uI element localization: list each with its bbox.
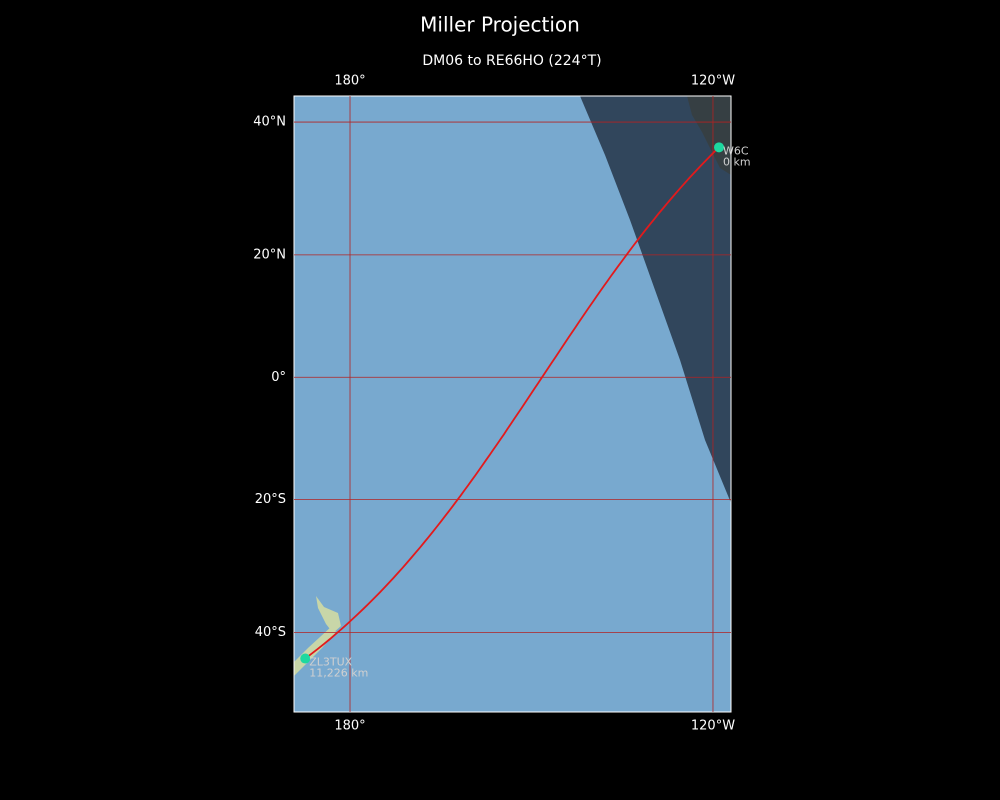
map-frame <box>293 95 732 713</box>
lon-tick-label: 180° <box>334 719 365 734</box>
map-subtitle: DM06 to RE66HO (224°T) <box>422 53 601 69</box>
lon-tick-label: 180° <box>334 74 365 89</box>
station-distance: 0 km <box>723 155 751 168</box>
lat-tick-label: 20°S <box>255 492 286 507</box>
lon-tick-label: 120°W <box>691 719 735 734</box>
station-marker <box>714 142 725 153</box>
map-area <box>293 95 732 713</box>
station-name: W6C <box>723 144 749 157</box>
lat-tick-label: 40°N <box>253 115 286 130</box>
station-distance: 11,226 km <box>309 667 368 680</box>
lat-tick-label: 0° <box>271 370 286 385</box>
lat-tick-label: 20°N <box>253 247 286 262</box>
station-marker <box>300 653 311 664</box>
lon-tick-label: 120°W <box>691 74 735 89</box>
land-new-zealand-north <box>316 596 341 633</box>
station-name: ZL3TUX <box>309 656 352 669</box>
map-title: Miller Projection <box>420 13 580 37</box>
route <box>304 146 720 660</box>
lat-tick-label: 40°S <box>255 625 286 640</box>
night-shading <box>580 96 731 503</box>
